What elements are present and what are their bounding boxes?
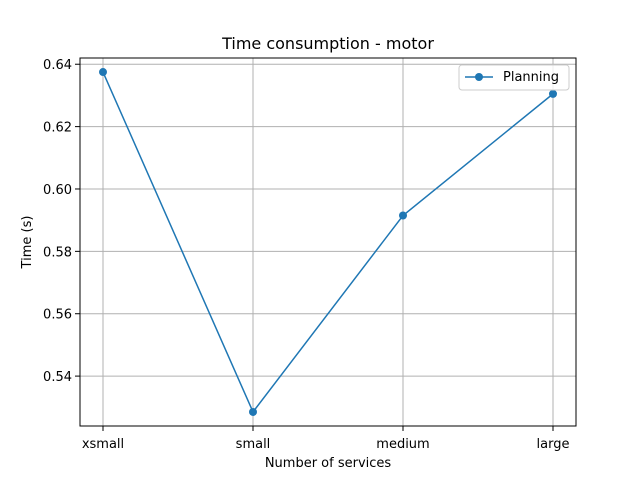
- plot-area-frame: [79, 57, 577, 427]
- y-tick-label: 0.64: [43, 58, 72, 73]
- x-tick-label: small: [236, 437, 271, 452]
- series-layer: [99, 68, 557, 416]
- chart-title: Time consumption - motor: [221, 34, 434, 53]
- data-point: [399, 211, 407, 220]
- x-tick-label: large: [537, 437, 570, 452]
- legend: Planning: [458, 64, 570, 91]
- y-tick-label: 0.58: [43, 245, 72, 260]
- y-tick-label: 0.62: [43, 121, 72, 136]
- y-tick-label: 0.60: [43, 183, 72, 198]
- tick-layer: xsmall small medium large 0.54 0.56 0.58 0.60 0.…: [43, 58, 569, 452]
- y-tick-label: 0.56: [43, 308, 72, 323]
- legend-box: [458, 64, 570, 91]
- series-line-planning: [102, 71, 554, 414]
- y-tick-label: 0.54: [43, 370, 72, 385]
- data-point: [99, 68, 107, 77]
- data-point: [249, 407, 257, 416]
- data-point: [549, 89, 557, 98]
- y-axis-label: Time (s): [20, 216, 35, 270]
- x-tick-label: medium: [376, 437, 429, 452]
- legend-marker-sample: [475, 73, 483, 81]
- x-tick-label: xsmall: [82, 437, 124, 452]
- legend-label-planning: Planning: [503, 70, 559, 85]
- x-axis-label: Number of services: [265, 456, 392, 471]
